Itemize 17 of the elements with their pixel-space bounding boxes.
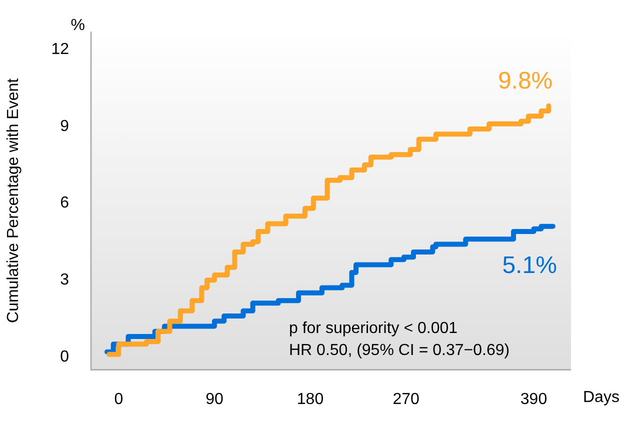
x-tick-label: 180 <box>296 390 324 408</box>
y-axis-title: Cumulative Percentage with Event <box>5 78 22 323</box>
x-axis-title: Days <box>583 389 620 406</box>
y-tick-label: 9 <box>60 118 70 135</box>
y-tick-label: 3 <box>60 272 70 289</box>
x-tick-label: 270 <box>392 390 420 408</box>
x-tick-label: 90 <box>206 390 224 408</box>
annotation: HR 0.50, (95% CI = 0.37−0.69) <box>288 342 510 360</box>
data-label: 9.8% <box>498 68 553 95</box>
text: % <box>70 17 85 34</box>
x-tick-label: 0 <box>114 390 124 408</box>
y-tick-label: 0 <box>60 348 70 366</box>
y-tick-label: 6 <box>60 194 70 212</box>
y-tick-label: 12 <box>51 40 70 58</box>
data-label: 5.1% <box>502 252 557 279</box>
x-tick-label: 390 <box>520 390 548 408</box>
annotation: p for superiority < 0.001 <box>288 320 458 338</box>
